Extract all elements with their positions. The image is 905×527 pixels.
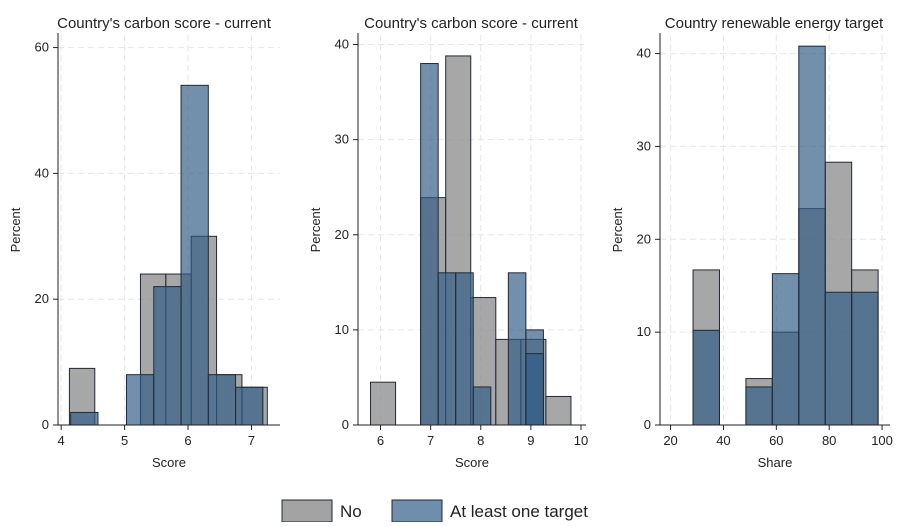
- histogram-bar: [70, 411, 99, 426]
- histogram-bar: [235, 386, 264, 426]
- histogram-bar: [525, 353, 544, 426]
- chart-panel-3: Country renewable energy target 0 10 20 30 40…: [610, 15, 893, 470]
- histogram-bar: [507, 272, 527, 426]
- x-tick-label: 8: [477, 433, 484, 448]
- y-tick-label: 10: [637, 324, 651, 339]
- y-axis-title: Percent: [8, 207, 23, 252]
- x-tick-label: 5: [121, 433, 128, 448]
- x-axis-title: Score: [455, 455, 489, 470]
- y-tick-label: 60: [35, 40, 49, 55]
- y-tick-label: 20: [35, 291, 49, 306]
- y-tick-label: 40: [35, 165, 49, 180]
- histogram-bar: [153, 286, 182, 426]
- y-tick-label: 30: [637, 138, 651, 153]
- y-tick-label: 0: [644, 417, 651, 432]
- x-tick-label: 10: [574, 433, 588, 448]
- chart-title: Country renewable energy target: [665, 15, 884, 32]
- x-tick-label: 4: [58, 433, 65, 448]
- x-axis-title: Score: [152, 455, 186, 470]
- histogram-bar: [126, 374, 155, 426]
- histogram-bar: [420, 63, 439, 426]
- y-tick-label: 10: [335, 322, 349, 337]
- x-tick-label: 7: [427, 433, 434, 448]
- histogram-bar: [851, 291, 879, 426]
- x-tick-label: 60: [769, 433, 783, 448]
- x-tick-label: 80: [822, 433, 836, 448]
- series-at-least-one-target: [692, 45, 879, 426]
- histogram-bar: [207, 374, 237, 426]
- y-tick-label: 40: [335, 37, 349, 52]
- chart-title: Country's carbon score - current: [57, 15, 272, 32]
- x-axis-title: Share: [758, 455, 793, 470]
- histogram-bar: [771, 273, 800, 426]
- legend-swatch-no: [281, 499, 333, 523]
- x-tick-label: 100: [871, 433, 893, 448]
- chart-panel-1: Country's carbon score - current 0 20 40 60 4…: [8, 15, 280, 470]
- histogram-bar: [545, 395, 572, 426]
- x-tick-label: 40: [716, 433, 730, 448]
- histogram-bar: [370, 381, 397, 426]
- series-at-least-one-target: [420, 63, 544, 426]
- histogram-bar: [692, 329, 720, 426]
- x-tick-label: 7: [248, 433, 255, 448]
- y-axis-title: Percent: [308, 207, 323, 252]
- chart-title: Country's carbon score - current: [364, 15, 579, 32]
- chart-panel-2: Country's carbon score - current 0 10 20 30 4…: [308, 15, 588, 470]
- y-tick-label: 20: [637, 231, 651, 246]
- x-tick-label: 6: [377, 433, 384, 448]
- legend-label-at-least-one-target: At least one target: [450, 502, 588, 521]
- x-tick-label: 6: [184, 433, 191, 448]
- histogram-bar: [798, 45, 826, 426]
- x-tick-label: 20: [663, 433, 677, 448]
- histogram-bar: [455, 272, 474, 426]
- series-at-least-one-target: [70, 84, 264, 426]
- histogram-bar: [180, 84, 209, 426]
- histogram-bar: [745, 386, 773, 426]
- y-tick-label: 0: [42, 417, 49, 432]
- y-tick-label: 30: [335, 132, 349, 147]
- x-tick-label: 9: [527, 433, 534, 448]
- histogram-bar: [437, 272, 457, 426]
- y-tick-label: 20: [335, 227, 349, 242]
- y-tick-label: 0: [342, 417, 349, 432]
- histogram-bar: [472, 386, 492, 426]
- legend: No At least one target: [281, 499, 588, 523]
- histogram-bar: [824, 291, 853, 426]
- legend-label-no: No: [340, 502, 362, 521]
- y-tick-label: 40: [637, 46, 651, 61]
- legend-swatch-at-least-one-target: [391, 499, 443, 523]
- y-axis-title: Percent: [610, 207, 625, 252]
